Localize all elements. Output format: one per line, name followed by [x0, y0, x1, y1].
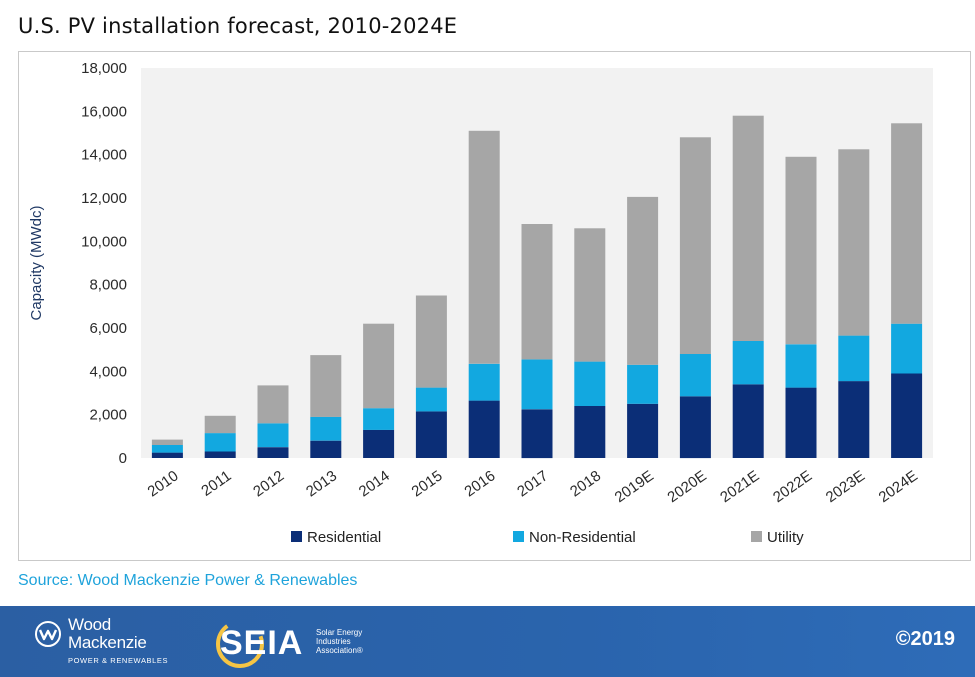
- seia-wordmark: SEIA: [220, 624, 304, 662]
- bar-utility-2016: [468, 130, 500, 364]
- y-tick-label: 16,000: [81, 103, 127, 120]
- y-tick-label: 10,000: [81, 233, 127, 250]
- bar-residential-2017: [521, 409, 553, 459]
- bar-residential-2022e: [785, 387, 817, 458]
- wood-mackenzie-subtitle: POWER & RENEWABLES: [68, 656, 169, 665]
- legend-label-utility: Utility: [767, 529, 804, 546]
- bar-residential-2016: [468, 400, 500, 458]
- bar-non-residential-2014: [363, 408, 395, 430]
- wood-mackenzie-mark-icon: [35, 621, 61, 647]
- bar-non-residential-2013: [310, 416, 342, 441]
- bar-non-residential-2012: [257, 423, 289, 448]
- bars-group: [151, 115, 923, 459]
- bar-residential-2010: [151, 452, 183, 458]
- x-tick-label: 2015: [409, 467, 446, 500]
- bar-residential-2019e: [627, 403, 659, 458]
- bar-non-residential-2015: [415, 387, 447, 412]
- bar-non-residential-2021e: [732, 341, 764, 385]
- y-tick-label: 6,000: [89, 320, 127, 337]
- bar-utility-2012: [257, 385, 289, 424]
- chart-frame: 0 2,000 4,000 6,000 8,000 10,000 12,000 14,000 1…: [18, 51, 971, 561]
- bar-non-residential-2019e: [627, 364, 659, 404]
- legend-swatch-utility: [751, 531, 762, 542]
- wood-mackenzie-wordmark: Wood Mackenzie: [68, 615, 147, 652]
- seia-logo: SEIA Solar Energy Industries Association…: [214, 616, 384, 672]
- bar-utility-2010: [151, 439, 183, 445]
- bar-residential-2013: [310, 440, 342, 458]
- x-tick-label: 2017: [514, 467, 551, 500]
- bar-residential-2018: [574, 406, 606, 458]
- bar-residential-2012: [257, 447, 289, 458]
- legend-swatch-non-residential: [513, 531, 524, 542]
- bar-utility-2022e: [785, 156, 817, 345]
- y-axis-ticks: 0 2,000 4,000 6,000 8,000 10,000 12,000 14,000 1…: [81, 60, 127, 467]
- x-tick-label: 2014: [356, 467, 393, 500]
- x-tick-label: 2021E: [717, 467, 762, 506]
- bar-utility-2018: [574, 228, 606, 362]
- bar-non-residential-2016: [468, 363, 500, 401]
- stacked-bar-chart: 0 2,000 4,000 6,000 8,000 10,000 12,000 14,000 1…: [28, 60, 933, 546]
- x-tick-label: 2023E: [823, 467, 868, 506]
- bar-utility-2013: [310, 355, 342, 417]
- seia-description: Solar Energy Industries Association®: [316, 628, 363, 655]
- bar-residential-2024e: [891, 373, 923, 458]
- y-tick-label: 12,000: [81, 190, 127, 207]
- bar-non-residential-2024e: [891, 323, 923, 374]
- y-tick-label: 4,000: [89, 363, 127, 380]
- bar-non-residential-2020e: [679, 354, 711, 397]
- x-tick-label: 2013: [303, 467, 340, 500]
- legend-swatch-residential: [291, 531, 302, 542]
- x-tick-label: 2020E: [664, 467, 709, 506]
- bar-utility-2017: [521, 224, 553, 360]
- bar-residential-2011: [204, 451, 236, 458]
- y-axis-label: Capacity (MWdc): [28, 205, 45, 320]
- source-note: Source: Wood Mackenzie Power & Renewable…: [18, 572, 358, 589]
- x-tick-label: 2019E: [612, 467, 657, 506]
- y-tick-label: 8,000: [89, 277, 127, 294]
- bar-non-residential-2022e: [785, 344, 817, 388]
- bar-utility-2024e: [891, 123, 923, 324]
- bar-utility-2014: [363, 323, 395, 409]
- x-tick-label: 2011: [198, 467, 234, 499]
- y-tick-label: 2,000: [89, 407, 127, 424]
- chart-title: U.S. PV installation forecast, 2010-2024…: [18, 14, 458, 38]
- x-tick-label: 2010: [145, 467, 182, 500]
- bar-utility-2021e: [732, 115, 764, 341]
- bar-non-residential-2023e: [838, 335, 870, 382]
- x-tick-label: 2018: [567, 467, 604, 500]
- y-tick-label: 0: [119, 450, 127, 467]
- x-tick-label: 2016: [461, 467, 498, 500]
- y-tick-label: 14,000: [81, 147, 127, 164]
- x-tick-label: 2024E: [876, 467, 921, 506]
- bar-non-residential-2011: [204, 433, 236, 452]
- bar-residential-2023e: [838, 381, 870, 458]
- bar-residential-2014: [363, 429, 395, 458]
- legend-label-residential: Residential: [307, 529, 381, 546]
- x-tick-label: 2022E: [770, 467, 815, 506]
- x-axis-ticks: 2010 2011 2012 2013 2014 2015 2016 2017 2018 2019…: [145, 467, 921, 506]
- y-tick-label: 18,000: [81, 60, 127, 77]
- copyright: ©2019: [895, 628, 955, 650]
- bar-utility-2015: [415, 295, 447, 388]
- wood-mackenzie-logo: Wood Mackenzie POWER & RENEWABLES: [34, 616, 184, 672]
- bar-utility-2011: [204, 415, 236, 434]
- legend: Residential Non-Residential Utility: [291, 529, 804, 546]
- bar-utility-2020e: [679, 137, 711, 354]
- bar-utility-2019e: [627, 196, 659, 365]
- bar-non-residential-2018: [574, 361, 606, 406]
- sun-icon: [216, 620, 264, 668]
- x-tick-label: 2012: [250, 467, 287, 500]
- legend-label-non-residential: Non-Residential: [529, 529, 636, 546]
- bar-utility-2023e: [838, 149, 870, 336]
- bar-residential-2021e: [732, 384, 764, 458]
- bar-residential-2015: [415, 411, 447, 458]
- bar-non-residential-2010: [151, 445, 183, 453]
- footer-banner: Wood Mackenzie POWER & RENEWABLES SEIA S…: [0, 606, 975, 677]
- bar-non-residential-2017: [521, 359, 553, 410]
- bar-residential-2020e: [679, 396, 711, 459]
